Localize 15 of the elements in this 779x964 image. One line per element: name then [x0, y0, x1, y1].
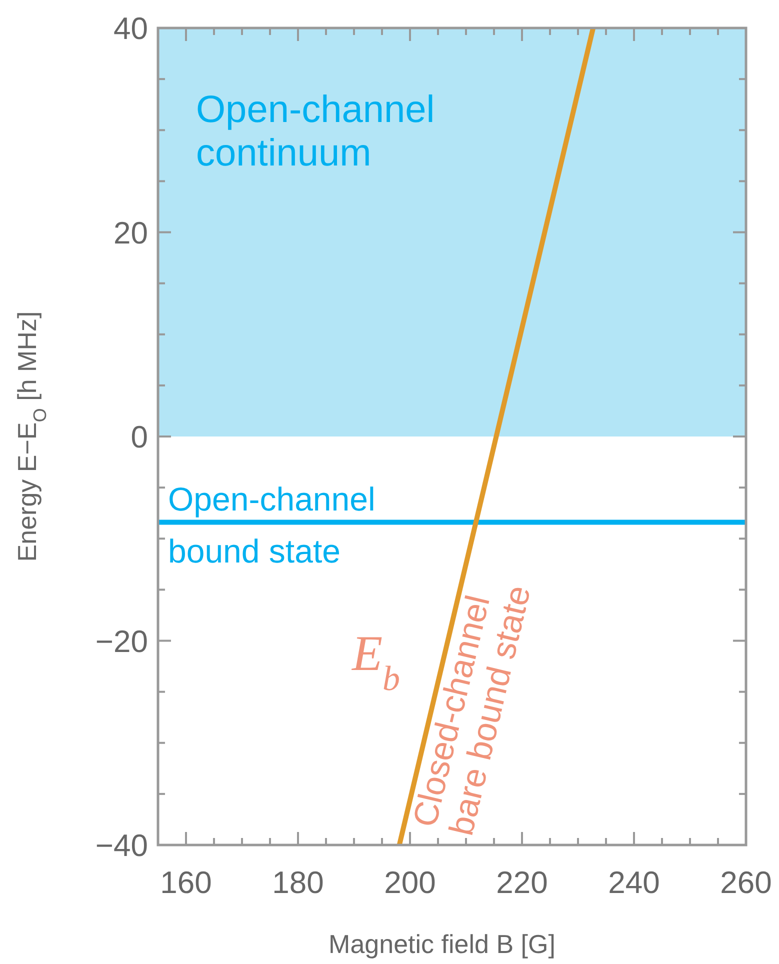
annotation: E$_{b}$ [351, 625, 400, 698]
x-tick-label: 160 [160, 865, 212, 900]
x-tick-label: 240 [608, 865, 660, 900]
x-tick-label: 260 [720, 865, 772, 900]
x-tick-label: 180 [272, 865, 324, 900]
ref-line-label: Open-channel bound state [168, 480, 376, 570]
y-tick-label: 40 [114, 11, 148, 46]
y-tick-label: 0 [130, 420, 148, 454]
y-tick-label: −20 [95, 624, 148, 659]
x-tick-label: 220 [496, 865, 548, 900]
y-tick-label: −40 [95, 828, 148, 863]
y-tick-label: 20 [114, 215, 148, 250]
x-axis-title: Magnetic field B [G] [328, 929, 556, 959]
band-label: Open-channel continuum [196, 89, 435, 175]
x-tick-label: 200 [384, 865, 436, 900]
